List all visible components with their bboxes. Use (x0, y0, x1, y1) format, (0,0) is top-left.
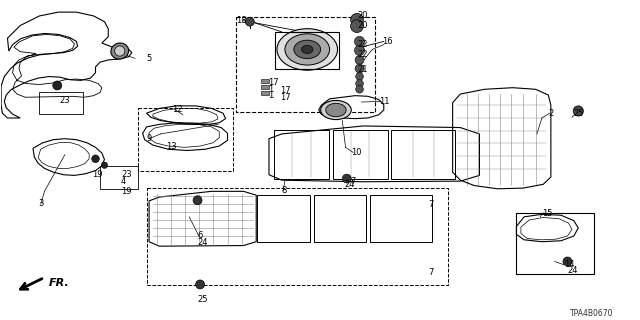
Text: 6: 6 (198, 231, 203, 240)
Text: 22: 22 (357, 40, 367, 49)
Ellipse shape (115, 46, 125, 56)
Text: 17: 17 (280, 86, 291, 95)
Circle shape (356, 73, 364, 80)
Text: 23: 23 (121, 170, 132, 179)
Text: 8: 8 (282, 186, 287, 195)
Circle shape (52, 81, 61, 90)
Bar (370, 195, 432, 242)
Circle shape (355, 64, 364, 73)
Text: 24: 24 (344, 180, 355, 189)
Circle shape (342, 174, 351, 183)
Text: 23: 23 (60, 96, 70, 105)
Bar (261, 91, 269, 95)
Text: 13: 13 (166, 141, 176, 150)
Circle shape (245, 17, 254, 26)
Text: 25: 25 (198, 295, 208, 304)
Text: 18: 18 (236, 16, 246, 25)
Text: 7: 7 (428, 200, 434, 209)
Bar (100, 166, 138, 189)
Text: 16: 16 (383, 37, 393, 46)
Text: 4: 4 (121, 177, 126, 186)
Text: TPA4B0670: TPA4B0670 (570, 309, 613, 318)
Text: 5: 5 (147, 54, 152, 63)
Ellipse shape (285, 34, 330, 65)
Circle shape (196, 280, 205, 289)
Ellipse shape (321, 100, 351, 120)
Text: 24: 24 (198, 238, 208, 247)
Text: 1: 1 (268, 91, 273, 100)
Text: 25: 25 (574, 109, 584, 118)
Bar (147, 188, 447, 285)
Bar (275, 32, 339, 68)
Text: FR.: FR. (49, 278, 70, 288)
Text: 17: 17 (280, 93, 291, 102)
Ellipse shape (111, 43, 129, 59)
Circle shape (355, 55, 364, 64)
Circle shape (356, 85, 364, 93)
Circle shape (101, 162, 108, 168)
Ellipse shape (277, 29, 337, 70)
Text: 3: 3 (38, 199, 44, 208)
Text: 22: 22 (357, 50, 367, 59)
Bar (40, 92, 83, 114)
Bar (516, 213, 595, 274)
Text: 19: 19 (92, 170, 102, 179)
Text: 17: 17 (268, 78, 278, 87)
Bar (333, 130, 388, 179)
Text: 11: 11 (379, 97, 389, 106)
Text: 9: 9 (147, 134, 152, 143)
Ellipse shape (294, 40, 321, 59)
Circle shape (355, 45, 365, 55)
Bar (314, 195, 366, 242)
Text: 24: 24 (568, 266, 578, 275)
Bar (261, 85, 269, 89)
Circle shape (193, 196, 202, 205)
Bar (261, 79, 269, 83)
Circle shape (351, 13, 364, 26)
Text: 7: 7 (351, 177, 356, 186)
Text: 20: 20 (357, 21, 367, 30)
Ellipse shape (326, 103, 346, 117)
Text: 20: 20 (357, 11, 367, 20)
Circle shape (356, 80, 364, 87)
Circle shape (573, 106, 584, 116)
Bar (257, 195, 310, 242)
Text: 2: 2 (548, 109, 554, 118)
Circle shape (92, 155, 99, 163)
Ellipse shape (301, 45, 313, 53)
Text: 7: 7 (428, 268, 434, 277)
Bar (392, 130, 455, 179)
Circle shape (355, 36, 365, 46)
Bar (236, 17, 375, 112)
Text: 15: 15 (542, 209, 552, 218)
Text: 21: 21 (357, 65, 367, 74)
Circle shape (563, 257, 572, 266)
Text: 14: 14 (564, 260, 574, 268)
Text: 12: 12 (172, 105, 182, 114)
Bar (274, 130, 329, 179)
Text: 10: 10 (351, 148, 361, 157)
Text: 1: 1 (268, 85, 273, 94)
Bar (138, 108, 232, 171)
Text: 19: 19 (121, 187, 131, 196)
Circle shape (351, 20, 364, 33)
